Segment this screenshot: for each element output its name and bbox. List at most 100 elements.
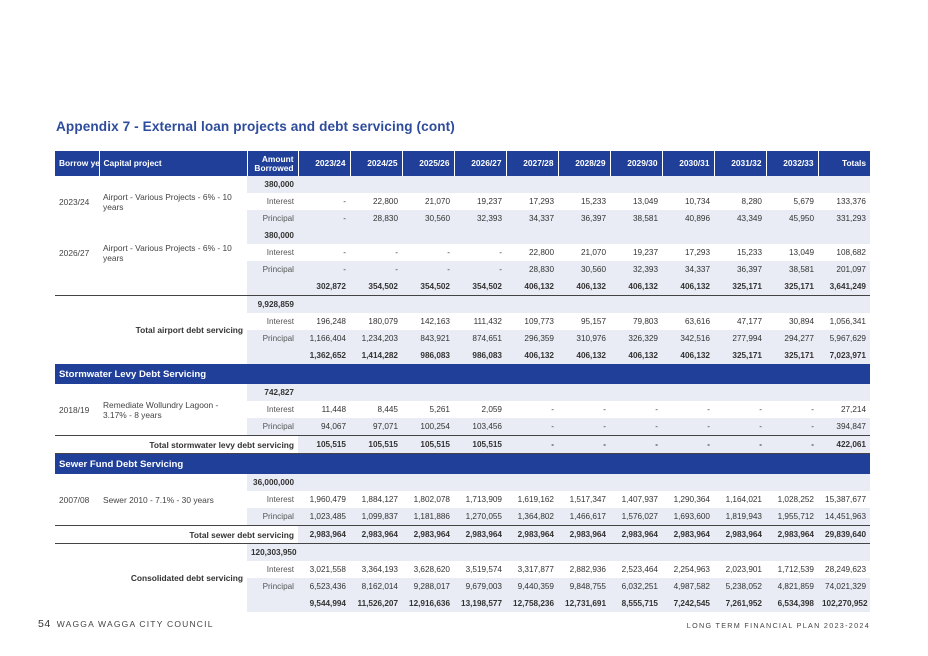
value-cell: - [558, 418, 610, 436]
table-row: 2018/19 Remediate Wollundry Lagoon - 3.1… [55, 384, 870, 419]
value-cell: 9,288,017 [402, 578, 454, 595]
value-cell: 9,848,755 [558, 578, 610, 595]
value-cell: 43,349 [714, 210, 766, 227]
value-cell: 1,181,886 [402, 508, 454, 526]
value-cell: 354,502 [350, 278, 402, 296]
value-cell: 19,237 [632, 248, 658, 257]
amount-borrowed: 742,827 [247, 384, 298, 401]
table-row: Total airport debt servicing 9,928,859 [55, 295, 870, 364]
value-cell: - [402, 261, 454, 278]
table-row: Principal 94,067 97,071 100,254 103,456- - - - -… [55, 418, 870, 436]
value-cell: 34,337 [506, 210, 558, 227]
value-cell: 5,967,629 [818, 330, 870, 347]
value-cell: 325,171 [766, 347, 818, 364]
borrow-year: 2026/27 [59, 247, 90, 258]
value-cell: 302,872 [298, 278, 350, 296]
total-airport-label: Total airport debt servicing [55, 295, 247, 364]
capital-project: Remediate Wollundry Lagoon - 3.17% - 8 y… [103, 399, 219, 420]
borrow-year: 2018/19 [59, 404, 90, 415]
value-cell: 105,515 [298, 435, 350, 454]
value-cell: 10,734 [684, 197, 710, 206]
value-cell: 12,758,236 [506, 595, 558, 612]
value-cell: 3,641,249 [818, 278, 870, 296]
value-cell: - [662, 435, 714, 454]
value-cell: 325,171 [714, 278, 766, 296]
value-cell: - [506, 418, 558, 436]
borrow-year: 2023/24 [59, 196, 90, 207]
value-cell: 109,773 [524, 317, 554, 326]
value-cell: 2,983,964 [766, 525, 818, 544]
value-cell: 406,132 [506, 278, 558, 296]
amount-borrowed: 380,000 [247, 227, 298, 244]
value-cell: - [343, 248, 346, 257]
row-label: Interest [266, 248, 294, 257]
value-cell: 986,083 [454, 347, 506, 364]
value-cell: 3,519,574 [465, 565, 502, 574]
value-cell: - [551, 405, 554, 414]
value-cell: - [454, 261, 506, 278]
value-cell: 97,071 [350, 418, 402, 436]
value-cell: 1,164,021 [725, 495, 762, 504]
value-cell: 9,679,003 [454, 578, 506, 595]
value-cell: 1,713,909 [465, 495, 502, 504]
value-cell: 30,560 [558, 261, 610, 278]
header-year: 2023/24 [297, 151, 350, 176]
value-cell: 5,238,052 [714, 578, 766, 595]
value-cell: 2,983,964 [402, 525, 454, 544]
value-cell: 3,364,193 [361, 565, 398, 574]
value-cell: 100,254 [402, 418, 454, 436]
value-cell: 103,456 [454, 418, 506, 436]
value-cell: 1,056,341 [829, 317, 866, 326]
table-row: 2026/27 Airport - Various Projects - 6% … [55, 227, 870, 263]
table-row: Interest 196,248 180,079 142,163 111,432 109,… [55, 313, 870, 330]
value-cell: 1,802,078 [413, 495, 450, 504]
value-cell: 32,393 [454, 210, 506, 227]
value-cell: 133,376 [836, 197, 866, 206]
row-label: Principal [247, 418, 298, 436]
row-label [247, 595, 298, 612]
value-cell: 1,023,485 [298, 508, 350, 526]
total-label: Total stormwater levy debt servicing [55, 435, 298, 454]
table-row: Interest - - - - 22,800 21,070 19,237 17,293 15,2… [55, 244, 870, 261]
value-cell: 9,440,359 [506, 578, 558, 595]
value-cell: - [766, 418, 818, 436]
value-cell: 1,517,347 [569, 495, 606, 504]
value-cell: 2,983,964 [714, 525, 766, 544]
value-cell: 2,983,964 [662, 525, 714, 544]
value-cell: 9,544,994 [298, 595, 350, 612]
value-cell: 4,987,582 [662, 578, 714, 595]
header-year: 2029/30 [609, 151, 662, 176]
value-cell: 13,049 [632, 197, 658, 206]
value-cell: 7,261,952 [714, 595, 766, 612]
value-cell: 21,070 [580, 248, 606, 257]
value-cell: 201,097 [818, 261, 870, 278]
value-cell: 30,560 [402, 210, 454, 227]
value-cell: 5,261 [429, 405, 451, 414]
value-cell: 3,021,558 [309, 565, 346, 574]
value-cell: 38,581 [610, 210, 662, 227]
value-cell: 2,882,936 [569, 565, 606, 574]
total-row: Total stormwater levy debt servicing 105,… [55, 435, 870, 454]
value-cell: 1,955,712 [766, 508, 818, 526]
section-header-sewer: Sewer Fund Debt Servicing [55, 453, 870, 474]
value-cell: 47,177 [736, 317, 762, 326]
value-cell: 406,132 [662, 278, 714, 296]
value-cell: 406,132 [662, 347, 714, 364]
value-cell: 2,983,964 [454, 525, 506, 544]
amount-borrowed: 36,000,000 [247, 474, 298, 491]
value-cell: - [499, 248, 502, 257]
value-cell: 2,983,964 [506, 525, 558, 544]
footer-left: 54 WAGGA WAGGA CITY COUNCIL [38, 618, 214, 630]
value-cell: 406,132 [610, 278, 662, 296]
amount-borrowed: 120,303,950 [247, 543, 298, 561]
table-row: 2007/08 Sewer 2010 - 7.1% - 30 years 36,… [55, 474, 870, 505]
row-label: Principal [247, 210, 298, 227]
value-cell: 45,950 [766, 210, 818, 227]
value-cell: 986,083 [402, 347, 454, 364]
value-cell: 3,317,877 [517, 565, 554, 574]
consolidated-label: Consolidated debt servicing [130, 573, 243, 583]
value-cell: 7,242,545 [662, 595, 714, 612]
value-cell: 325,171 [766, 278, 818, 296]
value-cell: 331,293 [818, 210, 870, 227]
row-label: Principal [247, 578, 298, 595]
